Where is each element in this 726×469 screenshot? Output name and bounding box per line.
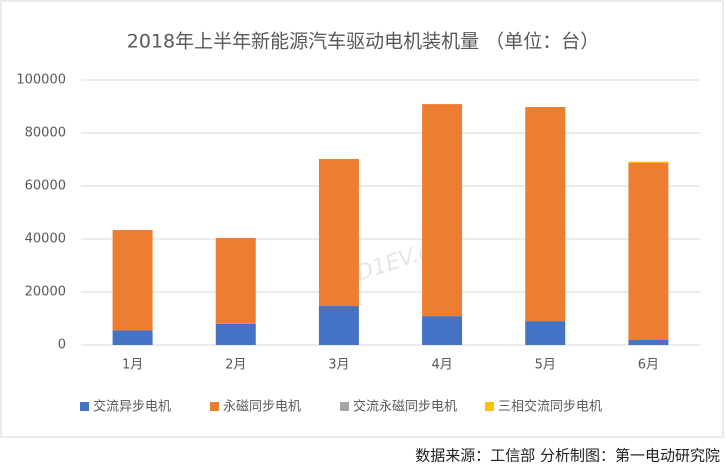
bar-segment xyxy=(215,323,256,345)
bar-segment xyxy=(318,306,359,345)
y-tick-label: 80000 xyxy=(25,126,66,141)
bar-segment xyxy=(422,316,463,345)
y-tick-label: 0 xyxy=(58,338,66,353)
bar-segment xyxy=(422,104,463,317)
legend-label: 三相交流同步电机 xyxy=(498,399,602,415)
chart-title: 2018年上半年新能源汽车驱动电机装机量 （单位：台） xyxy=(127,31,599,53)
legend-label: 交流异步电机 xyxy=(93,399,171,415)
x-tick-label: 1月 xyxy=(122,358,143,373)
y-tick-label: 100000 xyxy=(16,73,66,88)
legend-label: 永磁同步电机 xyxy=(223,400,301,415)
x-tick-label: 6月 xyxy=(638,358,659,373)
chart-frame xyxy=(0,0,724,438)
bar-segment xyxy=(318,158,359,307)
x-tick-label: 2月 xyxy=(225,358,246,373)
bar-segment xyxy=(215,237,256,324)
legend-swatch xyxy=(485,402,494,411)
bar-segment xyxy=(628,339,669,345)
y-tick-label: 20000 xyxy=(25,285,66,300)
legend-swatch xyxy=(80,402,89,411)
source-note: 数据来源：工信部 分析制图：第一电动研究院 xyxy=(415,447,720,465)
bar-segment xyxy=(628,161,669,163)
legend-swatch xyxy=(340,402,349,411)
bar-segment xyxy=(628,162,669,340)
x-tick-label: 3月 xyxy=(328,358,349,373)
bar-segment xyxy=(525,107,566,322)
bar-segment xyxy=(112,330,153,345)
x-tick-label: 4月 xyxy=(431,358,452,373)
bar-segment xyxy=(525,321,566,345)
legend-swatch xyxy=(210,402,219,411)
y-tick-label: 60000 xyxy=(25,179,66,194)
y-tick-label: 40000 xyxy=(25,232,66,247)
legend-label: 交流永磁同步电机 xyxy=(353,399,457,415)
x-tick-label: 5月 xyxy=(535,358,556,373)
bar-segment xyxy=(112,229,153,331)
